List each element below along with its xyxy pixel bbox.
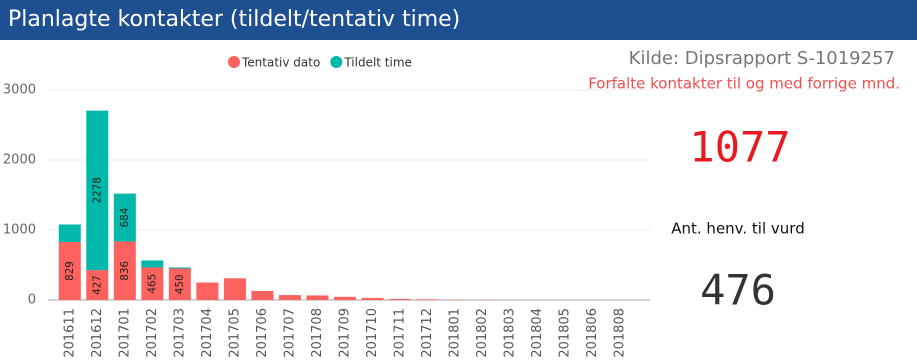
bar-segment	[86, 110, 109, 271]
bar-segment	[58, 224, 81, 242]
x-tick-label: 201704	[200, 308, 215, 358]
bar-segment	[141, 267, 164, 300]
x-tick-label: 201702	[145, 308, 160, 358]
x-tick-label: 201804	[530, 308, 545, 358]
legend-marker	[228, 56, 240, 68]
bar-segment	[196, 282, 219, 300]
data-label: 465	[145, 274, 158, 294]
data-label: 2278	[90, 177, 103, 204]
x-tick-label: 201703	[172, 308, 187, 358]
bar-segment	[113, 241, 136, 300]
legend-marker	[330, 56, 343, 68]
overdue-kpi: 1077	[689, 123, 790, 172]
bar-segment	[168, 268, 191, 300]
bar-segment	[251, 290, 274, 300]
y-tick-label: 1000	[3, 223, 36, 238]
y-tick-label: 2000	[3, 153, 36, 168]
bar-segment	[361, 297, 384, 300]
x-tick-label: 201710	[365, 308, 380, 358]
x-tick-label: 201805	[558, 308, 573, 358]
bar-segment	[416, 299, 439, 300]
referral-label: Ant. henv. til vurd	[671, 220, 804, 238]
data-label: 427	[90, 275, 103, 295]
x-tick-label: 201802	[475, 308, 490, 358]
source: Kilde: Dipsrapport S-1019257	[629, 48, 895, 69]
bar-segment	[86, 270, 109, 300]
bar-segment	[58, 241, 81, 300]
x-tick-label: 201806	[585, 308, 600, 358]
x-tick-label: 201801	[448, 308, 463, 358]
x-tick-label: 201709	[338, 308, 353, 358]
note: Forfalte kontakter til og med forrige mn…	[588, 75, 900, 93]
bar-segment	[141, 260, 164, 268]
bar-segment	[333, 296, 357, 300]
y-tick-label: 0	[28, 293, 36, 308]
x-tick-label: 201611	[62, 308, 77, 358]
x-tick-label: 201707	[282, 308, 297, 358]
x-tick-label: 201612	[90, 308, 105, 358]
data-label: 829	[63, 261, 76, 281]
bar-segment	[389, 298, 412, 300]
x-tick-label: 201712	[420, 308, 435, 358]
referral-kpi: 476	[700, 266, 776, 315]
x-tick-label: 201706	[255, 308, 270, 358]
x-tick-label: 201701	[117, 308, 132, 358]
bar-segment	[168, 267, 191, 269]
x-tick-label: 201711	[393, 308, 408, 358]
data-label: 836	[118, 261, 131, 281]
bar-segment	[113, 193, 136, 242]
x-tick-label: 201808	[613, 308, 628, 358]
x-tick-label: 201708	[310, 308, 325, 358]
bar-segment	[278, 295, 301, 300]
legend-label: Tentativ dato	[241, 56, 320, 70]
bar-segment	[306, 295, 329, 300]
header-bar	[0, 0, 917, 40]
y-tick-label: 3000	[3, 83, 36, 98]
header-title: Planlagte kontakter (tildelt/tentativ ti…	[8, 7, 460, 32]
legend-label: Tildelt time	[343, 56, 412, 70]
x-tick-label: 201705	[227, 308, 242, 358]
data-label: 684	[118, 207, 131, 227]
x-tick-label: 201803	[503, 308, 518, 358]
bar-segment	[223, 278, 246, 300]
data-label: 450	[173, 274, 186, 294]
